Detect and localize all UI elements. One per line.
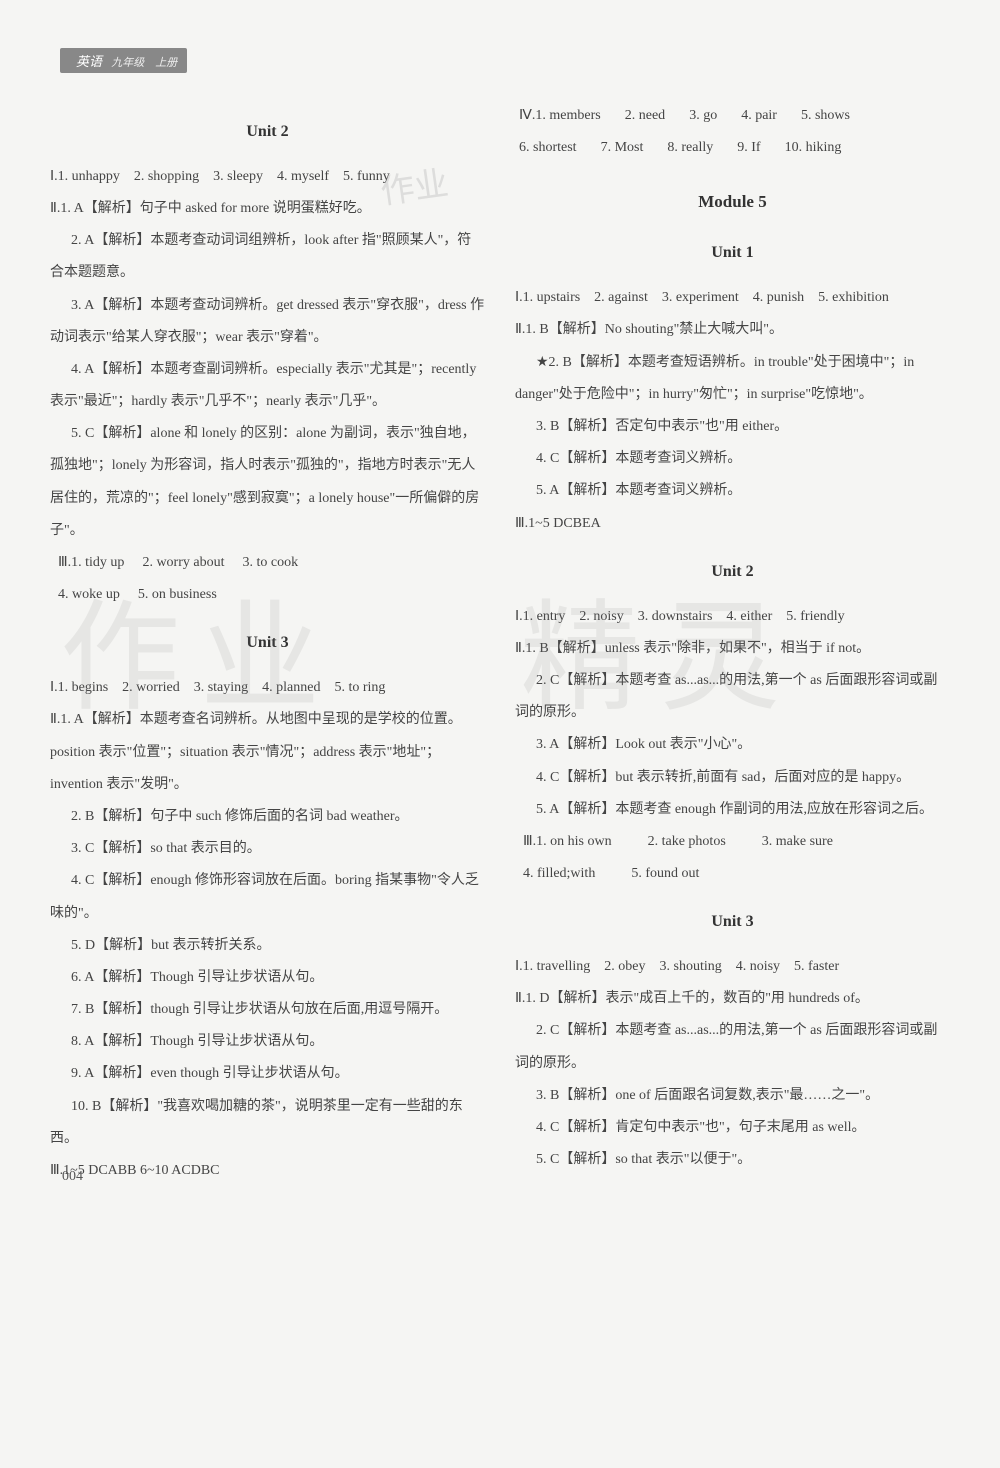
- answer-item: 2. take photos: [648, 826, 726, 858]
- text-line: Ⅰ.1. entry 2. noisy 3. downstairs 4. eit…: [515, 601, 950, 633]
- text-line: 5. C【解析】so that 表示"以便于"。: [515, 1144, 950, 1176]
- unit-title: Unit 2: [50, 114, 485, 151]
- answer-item: 8. really: [667, 132, 713, 164]
- text-line: Ⅲ.1~5 DCABB 6~10 ACDBC: [50, 1155, 485, 1187]
- answer-item: 4. filled;with: [523, 858, 595, 890]
- header-subject: 英语: [76, 54, 102, 69]
- answer-item: 7. Most: [601, 132, 644, 164]
- text-line: 3. A【解析】本题考查动词辨析。get dressed 表示"穿衣服"，dre…: [50, 290, 485, 354]
- answer-item: 2. need: [625, 100, 665, 132]
- text-line: 5. A【解析】本题考查 enough 作副词的用法,应放在形容词之后。: [515, 794, 950, 826]
- unit-title: Unit 1: [515, 235, 950, 272]
- text-line: ★2. B【解析】本题考查短语辨析。in trouble"处于困境中"；in d…: [515, 347, 950, 411]
- answer-row: 4. woke up 5. on business: [50, 579, 485, 611]
- answer-row: 4. filled;with 5. found out: [515, 858, 950, 890]
- text-line: 2. A【解析】本题考查动词词组辨析，look after 指"照顾某人"，符合…: [50, 225, 485, 289]
- text-line: 10. B【解析】"我喜欢喝加糖的茶"，说明茶里一定有一些甜的东西。: [50, 1091, 485, 1155]
- text-line: 4. C【解析】but 表示转折,前面有 sad，后面对应的是 happy。: [515, 762, 950, 794]
- answer-item: 9. If: [737, 132, 760, 164]
- answer-row: Ⅳ.1. members 2. need 3. go 4. pair 5. sh…: [515, 100, 950, 132]
- text-line: 5. D【解析】but 表示转折关系。: [50, 930, 485, 962]
- header-grade: 九年级 上册: [111, 57, 177, 69]
- answer-item: Ⅳ.1. members: [519, 100, 601, 132]
- text-line: 5. C【解析】alone 和 lonely 的区别：alone 为副词，表示"…: [50, 418, 485, 547]
- header-tab: 英语 九年级 上册: [60, 48, 187, 73]
- page-root: 英语 九年级 上册 作业 作业 精灵 Unit 2 Ⅰ.1. unhappy 2…: [0, 0, 1000, 1217]
- text-line: 4. A【解析】本题考查副词辨析。especially 表示"尤其是"；rece…: [50, 354, 485, 418]
- answer-item: 3. go: [689, 100, 717, 132]
- text-line: Ⅱ.1. D【解析】表示"成百上千的，数百的"用 hundreds of。: [515, 983, 950, 1015]
- text-line: 5. A【解析】本题考查词义辨析。: [515, 475, 950, 507]
- answer-item: 5. found out: [631, 858, 699, 890]
- text-line: Ⅰ.1. upstairs 2. against 3. experiment 4…: [515, 282, 950, 314]
- unit-title: Unit 2: [515, 554, 950, 591]
- text-line: Ⅰ.1. begins 2. worried 3. staying 4. pla…: [50, 672, 485, 704]
- answer-item: 3. make sure: [762, 826, 833, 858]
- answer-item: 4. woke up: [58, 579, 120, 611]
- text-line: Ⅱ.1. A【解析】本题考查名词辨析。从地图中呈现的是学校的位置。positio…: [50, 704, 485, 801]
- text-line: Ⅲ.1~5 DCBEA: [515, 508, 950, 540]
- answer-item: 6. shortest: [519, 132, 577, 164]
- text-line: 2. B【解析】句子中 such 修饰后面的名词 bad weather。: [50, 801, 485, 833]
- text-line: 3. B【解析】否定句中表示"也"用 either。: [515, 411, 950, 443]
- answer-row: Ⅲ.1. on his own 2. take photos 3. make s…: [515, 826, 950, 858]
- text-line: 6. A【解析】Though 引导让步状语从句。: [50, 962, 485, 994]
- text-line: Ⅱ.1. B【解析】No shouting"禁止大喊大叫"。: [515, 314, 950, 346]
- text-line: 8. A【解析】Though 引导让步状语从句。: [50, 1026, 485, 1058]
- text-line: Ⅱ.1. B【解析】unless 表示"除非，如果不"，相当于 if not。: [515, 633, 950, 665]
- answer-item: 10. hiking: [785, 132, 842, 164]
- answer-item: Ⅲ.1. on his own: [523, 826, 612, 858]
- text-line: 2. C【解析】本题考查 as...as...的用法,第一个 as 后面跟形容词…: [515, 665, 950, 729]
- answer-row: Ⅲ.1. tidy up 2. worry about 3. to cook: [50, 547, 485, 579]
- left-column: Unit 2 Ⅰ.1. unhappy 2. shopping 3. sleep…: [50, 100, 485, 1187]
- text-line: 3. B【解析】one of 后面跟名词复数,表示"最……之一"。: [515, 1080, 950, 1112]
- text-line: Ⅱ.1. A【解析】句子中 asked for more 说明蛋糕好吃。: [50, 193, 485, 225]
- text-line: 3. C【解析】so that 表示目的。: [50, 833, 485, 865]
- answer-item: 4. pair: [741, 100, 777, 132]
- text-line: 7. B【解析】though 引导让步状语从句放在后面,用逗号隔开。: [50, 994, 485, 1026]
- text-line: 4. C【解析】肯定句中表示"也"，句子末尾用 as well。: [515, 1112, 950, 1144]
- text-line: 9. A【解析】even though 引导让步状语从句。: [50, 1058, 485, 1090]
- text-line: Ⅰ.1. travelling 2. obey 3. shouting 4. n…: [515, 951, 950, 983]
- unit-title: Unit 3: [515, 904, 950, 941]
- content-columns: Unit 2 Ⅰ.1. unhappy 2. shopping 3. sleep…: [50, 100, 950, 1187]
- text-line: 4. C【解析】本题考查词义辨析。: [515, 443, 950, 475]
- answer-item: 5. shows: [801, 100, 850, 132]
- module-title: Module 5: [515, 182, 950, 221]
- right-column: Ⅳ.1. members 2. need 3. go 4. pair 5. sh…: [515, 100, 950, 1187]
- text-line: 2. C【解析】本题考查 as...as...的用法,第一个 as 后面跟形容词…: [515, 1015, 950, 1079]
- answer-item: 3. to cook: [242, 547, 298, 579]
- text-line: 3. A【解析】Look out 表示"小心"。: [515, 729, 950, 761]
- answer-item: Ⅲ.1. tidy up: [58, 547, 124, 579]
- unit-title: Unit 3: [50, 625, 485, 662]
- answer-item: 5. on business: [138, 579, 217, 611]
- text-line: Ⅰ.1. unhappy 2. shopping 3. sleepy 4. my…: [50, 161, 485, 193]
- text-line: 4. C【解析】enough 修饰形容词放在后面。boring 指某事物"令人乏…: [50, 865, 485, 929]
- answer-item: 2. worry about: [142, 547, 224, 579]
- answer-row: 6. shortest 7. Most 8. really 9. If 10. …: [515, 132, 950, 164]
- page-number: 004: [62, 1169, 83, 1185]
